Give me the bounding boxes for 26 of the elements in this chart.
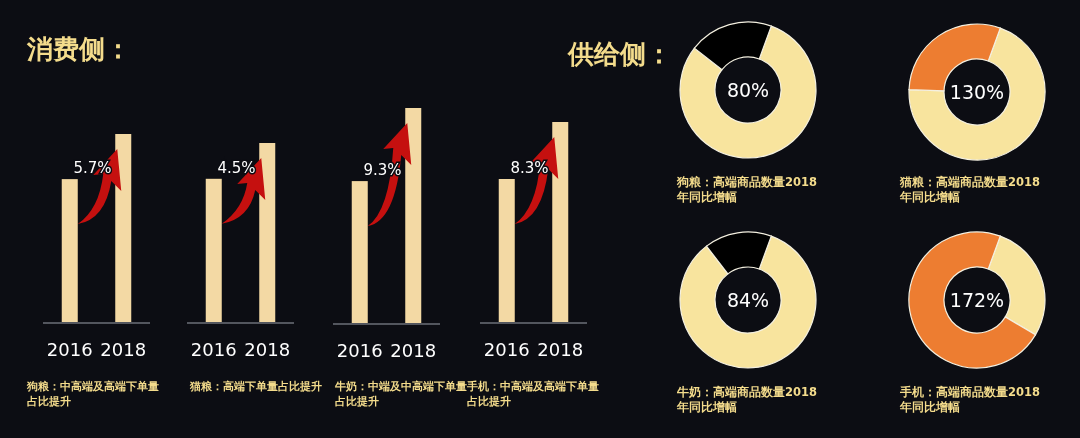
chart-title: 消费侧： — [26, 34, 131, 64]
donut-slice — [908, 27, 1046, 161]
x-tick-label: 2018 — [390, 340, 437, 361]
donut-slice — [679, 235, 817, 369]
x-tick-label: 2016 — [46, 339, 93, 360]
x-tick-label: 2018 — [100, 339, 147, 360]
x-tick-label: 2018 — [537, 339, 584, 360]
text: 130% — [949, 81, 1005, 103]
text: 172% — [949, 289, 1005, 311]
x-axis-title: 狗粮：中高端及高端下单量占比提升 — [26, 380, 159, 407]
x-tick-label: 2016 — [483, 339, 530, 360]
x-tick-label: 2016 — [190, 339, 237, 360]
text: 狗粮：高端商品数量2018年同比增幅 — [676, 175, 818, 204]
x-axis-title: 牛奶：中端及中高端下单量占比提升 — [334, 380, 467, 407]
x-axis-title: 猫粮：高端下单量占比提升 — [189, 380, 322, 392]
text: 牛奶：高端商品数量2018年同比增幅 — [676, 385, 818, 414]
x-axis-title: 手机：中高端及高端下单量占比提升 — [466, 380, 599, 407]
x-tick-label: 2018 — [244, 339, 291, 360]
text: 80% — [726, 79, 770, 101]
x-tick-label: 2016 — [336, 340, 383, 361]
text: 猫粮：高端商品数量2018年同比增幅 — [899, 175, 1041, 204]
text: 手机：高端商品数量2018年同比增幅 — [899, 385, 1041, 414]
annotation: 4.5% — [217, 158, 256, 177]
text: 84% — [726, 289, 770, 311]
text: 供给侧： — [567, 39, 672, 69]
donut-slice — [679, 25, 817, 159]
